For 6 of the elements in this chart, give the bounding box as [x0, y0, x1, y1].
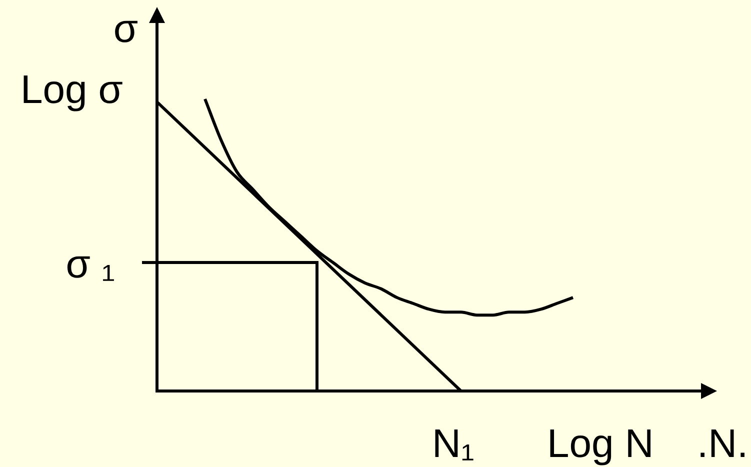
text: N₁ — [432, 422, 474, 466]
legend-label: σ ₁ — [66, 242, 115, 287]
text: .N. — [697, 422, 748, 466]
y-axis-title: σ — [113, 7, 138, 51]
x-axis-title: Log N — [547, 422, 654, 466]
text: Log σ — [20, 68, 124, 112]
